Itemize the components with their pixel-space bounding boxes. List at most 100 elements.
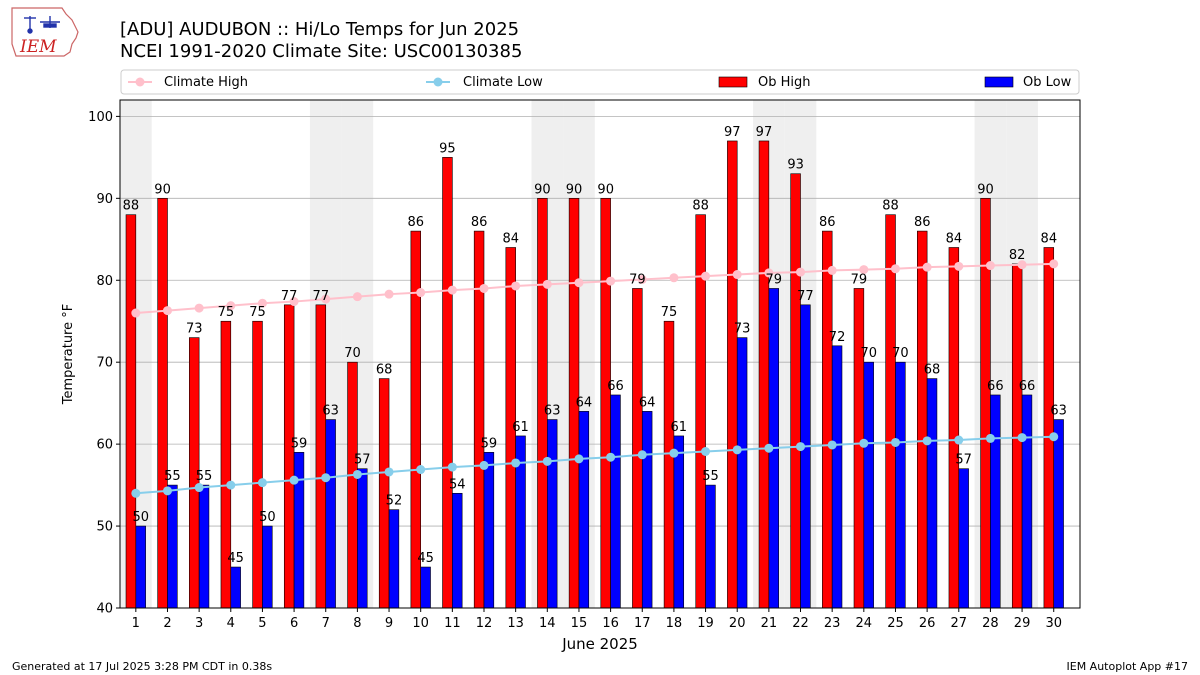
bar-ob-high-day-23 xyxy=(822,230,833,609)
bar-ob-low-day-29 xyxy=(1021,394,1033,609)
label-ob-high-day-2: 90 xyxy=(154,182,171,197)
point-climate-high-day-4 xyxy=(226,301,236,311)
footer-generated: Generated at 17 Jul 2025 3:28 PM CDT in … xyxy=(12,660,272,673)
logo-text: IEM xyxy=(19,37,57,57)
bar-ob-low-day-26 xyxy=(926,378,938,609)
label-ob-high-day-25: 88 xyxy=(882,199,899,214)
label-ob-low-day-5: 50 xyxy=(259,510,276,525)
point-climate-low-day-19 xyxy=(701,447,711,457)
point-climate-low-day-10 xyxy=(416,465,426,475)
point-climate-low-day-26 xyxy=(922,436,932,446)
y-axis-title: Temperature °F xyxy=(61,304,76,405)
label-ob-low-day-15: 64 xyxy=(576,395,593,410)
point-climate-low-day-21 xyxy=(764,443,774,453)
bar-ob-low-day-18 xyxy=(673,435,685,609)
bar-ob-low-day-9 xyxy=(388,509,400,609)
label-ob-low-day-6: 59 xyxy=(291,436,308,451)
x-tick-label-15: 15 xyxy=(571,616,588,631)
bar-ob-low-day-8 xyxy=(357,468,368,609)
x-tick-label-25: 25 xyxy=(887,616,904,631)
bar-ob-low-day-1 xyxy=(135,525,146,609)
point-climate-low-day-30 xyxy=(1049,432,1059,442)
label-ob-high-day-14: 90 xyxy=(534,182,551,197)
label-ob-high-day-16: 90 xyxy=(597,182,614,197)
legend-item-ob-low: Ob Low xyxy=(984,75,1072,90)
label-ob-low-day-27: 57 xyxy=(955,453,972,468)
point-climate-low-day-23 xyxy=(827,440,837,450)
point-climate-low-day-15 xyxy=(574,454,584,464)
point-climate-low-day-5 xyxy=(257,478,267,488)
label-ob-low-day-16: 66 xyxy=(607,379,624,394)
point-climate-low-day-1 xyxy=(131,488,141,498)
label-ob-low-day-23: 72 xyxy=(829,330,846,345)
legend-label-climate-high: Climate High xyxy=(164,75,248,90)
x-tick-label-16: 16 xyxy=(602,616,619,631)
x-tick-label-8: 8 xyxy=(353,616,361,631)
label-ob-low-day-8: 57 xyxy=(354,453,371,468)
x-tick-label-24: 24 xyxy=(856,616,873,631)
point-climate-low-day-3 xyxy=(194,483,204,493)
point-climate-high-day-13 xyxy=(511,281,521,291)
chart-subtitle: NCEI 1991-2020 Climate Site: USC00130385 xyxy=(120,41,522,62)
footer-app: IEM Autoplot App #17 xyxy=(1067,660,1189,673)
point-climate-high-day-20 xyxy=(732,270,742,280)
x-tick-label-2: 2 xyxy=(163,616,171,631)
bar-ob-low-day-19 xyxy=(705,484,716,609)
label-ob-low-day-21: 79 xyxy=(765,272,782,287)
y-tick-label-60: 60 xyxy=(96,438,113,453)
x-tick-label-29: 29 xyxy=(1014,616,1031,631)
label-ob-high-day-24: 79 xyxy=(851,272,868,287)
bar-ob-low-day-15 xyxy=(578,411,590,609)
x-tick-label-6: 6 xyxy=(290,616,298,631)
label-ob-high-day-17: 79 xyxy=(629,272,646,287)
x-tick-label-5: 5 xyxy=(258,616,266,631)
bar-ob-low-day-3 xyxy=(198,484,210,609)
y-axis: 40 50 60 70 80 90 100 xyxy=(88,110,120,617)
legend-label-ob-high: Ob High xyxy=(758,75,811,90)
x-tick-label-21: 21 xyxy=(761,616,778,631)
x-tick-label-27: 27 xyxy=(951,616,968,631)
point-climate-low-day-16 xyxy=(606,452,616,462)
legend-item-ob-high: Ob High xyxy=(718,75,811,90)
label-ob-high-day-7: 77 xyxy=(313,289,330,304)
bar-ob-low-day-25 xyxy=(895,361,906,609)
bar-value-labels: 88 50 90 55 73 55 75 45 75 50 77 59 77 63 70 57 68 52 86 45… xyxy=(123,125,1067,566)
point-climate-high-day-27 xyxy=(954,261,964,271)
label-ob-high-day-23: 86 xyxy=(819,215,836,230)
point-climate-low-day-24 xyxy=(859,438,869,448)
x-tick-label-17: 17 xyxy=(634,616,651,631)
bar-ob-low-day-17 xyxy=(641,411,653,609)
y-tick-label-90: 90 xyxy=(96,192,113,207)
label-ob-high-day-5: 75 xyxy=(249,305,266,320)
x-tick-label-22: 22 xyxy=(792,616,809,631)
legend-label-climate-low: Climate Low xyxy=(463,75,543,90)
label-ob-high-day-30: 84 xyxy=(1041,231,1058,246)
point-climate-high-day-23 xyxy=(827,265,837,275)
point-climate-high-day-24 xyxy=(859,265,869,275)
legend-frame xyxy=(120,69,1080,95)
label-ob-high-day-29: 82 xyxy=(1009,248,1026,263)
point-climate-low-day-6 xyxy=(289,475,299,485)
label-ob-low-day-25: 70 xyxy=(892,346,909,361)
label-ob-low-day-29: 66 xyxy=(1019,379,1036,394)
point-climate-high-day-19 xyxy=(701,271,711,281)
climate-lines xyxy=(131,259,1059,498)
point-climate-low-day-29 xyxy=(1017,433,1027,443)
point-climate-low-day-28 xyxy=(985,433,995,443)
bar-ob-high-day-22 xyxy=(790,173,801,609)
x-tick-label-23: 23 xyxy=(824,616,841,631)
point-climate-low-day-12 xyxy=(479,460,489,470)
label-ob-low-day-9: 52 xyxy=(386,494,403,509)
plot-frame xyxy=(119,99,1081,609)
bar-ob-low-day-7 xyxy=(325,419,336,609)
bar-ob-high-day-30 xyxy=(1043,247,1055,609)
point-climate-low-day-20 xyxy=(732,445,742,455)
label-ob-high-day-19: 88 xyxy=(692,199,709,214)
point-climate-low-day-25 xyxy=(890,437,900,447)
y-tick-label-40: 40 xyxy=(96,602,113,617)
bar-ob-low-day-5 xyxy=(262,525,273,609)
point-climate-high-day-26 xyxy=(922,262,932,272)
bar-ob-high-day-2 xyxy=(157,198,168,609)
bar-ob-low-day-10 xyxy=(420,566,431,609)
bar-ob-low-day-23 xyxy=(831,345,843,609)
